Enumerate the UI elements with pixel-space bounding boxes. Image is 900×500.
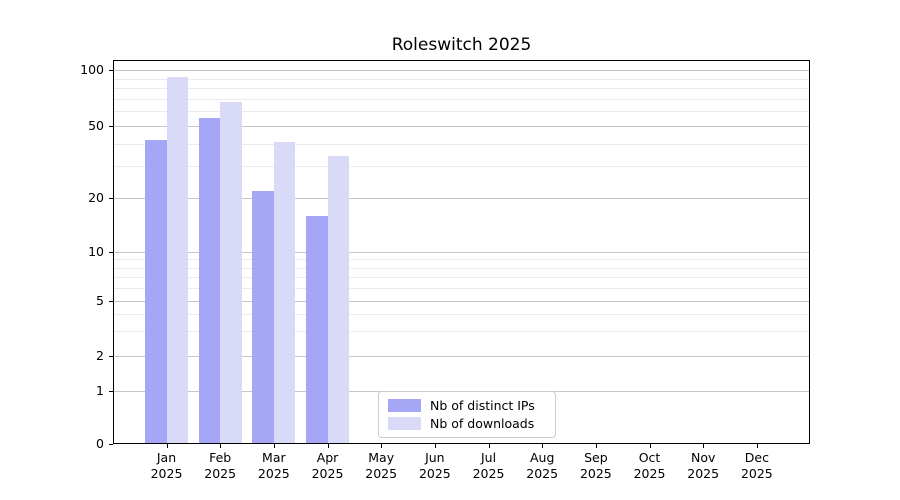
major-gridline — [114, 198, 809, 200]
x-tick-mark — [595, 444, 597, 448]
y-tick-mark — [109, 355, 113, 357]
bar-mar-nb-of-downloads — [273, 141, 296, 444]
x-tick-label: Oct 2025 — [633, 450, 666, 481]
x-tick-mark — [166, 444, 168, 448]
y-tick-mark — [109, 391, 113, 392]
bar-feb-nb-of-distinct-ips — [198, 118, 221, 444]
chart-title: Roleswitch 2025 — [391, 35, 532, 55]
minor-gridline — [114, 314, 809, 316]
legend: Nb of distinct IPs Nb of downloads — [378, 391, 556, 438]
x-tick-mark — [381, 444, 383, 448]
x-tick-label: Sep 2025 — [579, 450, 612, 481]
legend-item-downloads: Nb of downloads — [388, 416, 546, 431]
bar-feb-nb-of-downloads — [220, 102, 242, 444]
x-tick-mark — [649, 444, 651, 448]
x-tick-mark — [703, 444, 705, 448]
x-tick-label: Aug 2025 — [526, 450, 559, 481]
major-gridline — [114, 251, 809, 253]
x-tick-label: Jan 2025 — [150, 450, 183, 481]
y-tick-label: 20 — [88, 190, 104, 206]
bar-apr-nb-of-distinct-ips — [306, 215, 328, 444]
bar-jan-nb-of-distinct-ips — [145, 139, 167, 444]
minor-gridline — [114, 267, 809, 269]
legend-label-downloads: Nb of downloads — [430, 416, 535, 432]
legend-swatch-downloads — [388, 417, 421, 431]
x-tick-mark — [434, 444, 436, 448]
x-tick-label: Apr 2025 — [311, 450, 344, 481]
y-tick-mark — [109, 198, 113, 200]
legend-item-distinct-ips: Nb of distinct IPs — [388, 398, 546, 413]
y-tick-mark — [109, 251, 113, 253]
x-tick-label: Jul 2025 — [472, 450, 505, 481]
y-tick-label: 5 — [96, 292, 104, 308]
minor-gridline — [114, 98, 809, 100]
x-tick-mark — [327, 444, 329, 448]
minor-gridline — [114, 259, 809, 261]
y-tick-label: 1 — [96, 383, 104, 398]
minor-gridline — [114, 143, 809, 145]
x-tick-mark — [756, 444, 758, 448]
minor-gridline — [114, 88, 809, 90]
minor-gridline — [114, 78, 809, 80]
y-tick-mark — [109, 70, 113, 71]
minor-gridline — [114, 287, 809, 289]
y-tick-mark — [109, 443, 113, 445]
x-tick-label: May 2025 — [365, 450, 398, 481]
major-gridline — [114, 126, 809, 127]
x-tick-label: Mar 2025 — [257, 450, 290, 481]
bar-apr-nb-of-downloads — [327, 156, 349, 444]
major-gridline — [114, 300, 809, 302]
minor-gridline — [114, 111, 809, 113]
x-tick-label: Jun 2025 — [418, 450, 451, 481]
major-gridline — [114, 355, 809, 357]
minor-gridline — [114, 276, 809, 278]
legend-label-distinct-ips: Nb of distinct IPs — [430, 397, 535, 413]
x-tick-mark — [542, 444, 544, 448]
y-tick-label: 2 — [96, 347, 104, 363]
y-tick-mark — [109, 300, 113, 302]
y-tick-label: 0 — [96, 435, 104, 451]
x-tick-label: Feb 2025 — [204, 450, 237, 481]
minor-gridline — [114, 166, 809, 168]
x-tick-mark — [273, 444, 275, 448]
y-tick-label: 100 — [80, 62, 104, 77]
y-tick-label: 50 — [88, 118, 104, 133]
legend-swatch-distinct-ips — [388, 398, 421, 412]
bar-mar-nb-of-distinct-ips — [252, 190, 274, 444]
bar-jan-nb-of-downloads — [166, 76, 188, 444]
x-tick-label: Nov 2025 — [687, 450, 720, 481]
x-tick-mark — [220, 444, 222, 448]
y-tick-label: 10 — [88, 243, 104, 259]
minor-gridline — [114, 331, 809, 333]
x-tick-label: Dec 2025 — [740, 450, 773, 481]
major-gridline — [114, 70, 809, 71]
x-tick-mark — [488, 444, 490, 448]
y-tick-mark — [109, 126, 113, 127]
